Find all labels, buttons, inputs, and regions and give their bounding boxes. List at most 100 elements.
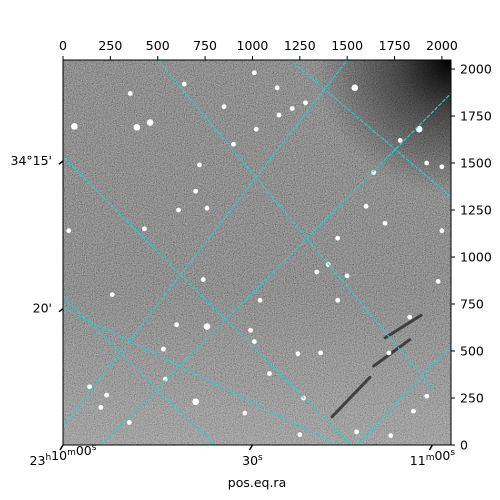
dec-grid-line-0 (63, 60, 348, 427)
star-57 (251, 70, 257, 76)
star-27 (251, 339, 257, 345)
top-tick-label-0: 0 (59, 38, 67, 53)
dec-tick-label-1: 20' (33, 301, 52, 316)
top-tick-label-500: 500 (146, 38, 170, 53)
star-15 (335, 235, 341, 241)
star-40 (242, 410, 248, 416)
right-tick-label-1250: 1250 (460, 203, 492, 218)
star-19 (335, 297, 341, 303)
right-tick-label-1500: 1500 (460, 156, 492, 171)
star-50 (181, 81, 187, 87)
star-33 (386, 350, 392, 356)
star-14 (253, 126, 259, 132)
ra-grid-line-0 (63, 296, 215, 445)
star-45 (388, 433, 394, 439)
star-1 (127, 91, 133, 96)
right-tick-label-1000: 1000 (460, 250, 492, 265)
ra-tick-mark-0 (59, 444, 64, 451)
star-4 (197, 162, 202, 168)
plot-frame (62, 59, 452, 446)
star-25 (203, 323, 211, 330)
star-53 (382, 220, 388, 226)
top-tick-label-1750: 1750 (379, 38, 411, 53)
star-20 (142, 226, 147, 232)
dec-grid-line-3 (356, 344, 451, 445)
star-0 (71, 123, 78, 130)
star-55 (439, 228, 445, 234)
star-38 (126, 420, 132, 425)
star-36 (104, 392, 109, 398)
star-24 (200, 277, 206, 282)
pixel-axis-ticks: 0 250 500 750 1000 1250 1500 1750 2000 0 250 500 750… (59, 38, 492, 453)
star-26 (257, 297, 263, 303)
ra-grid-line-1 (63, 156, 352, 445)
world-axis-ticks: 23h10m00s 30s 11m00s 34°15' 20' (11, 153, 456, 468)
star-12 (276, 112, 282, 118)
plot-area (63, 60, 451, 445)
star-11 (289, 106, 295, 111)
dec-grid-line-2 (100, 93, 451, 445)
right-tick-label-500: 500 (460, 344, 484, 359)
right-tick-label-250: 250 (460, 391, 484, 406)
star-31 (267, 371, 272, 376)
star-43 (274, 85, 280, 91)
star-58 (303, 100, 308, 106)
streak-0 (330, 375, 372, 419)
ra-tick-label: 30s (242, 453, 263, 468)
right-tick-label-1750: 1750 (460, 109, 492, 124)
dec-tick-label-0: 34°15' (11, 153, 53, 168)
star-39 (192, 398, 199, 406)
star-52 (363, 203, 369, 209)
right-tick-label-750: 750 (460, 297, 484, 312)
star-8 (424, 160, 430, 166)
coordinate-grid (63, 60, 451, 445)
star-34 (407, 314, 413, 320)
x-axis-label: pos.eq.ra (228, 475, 286, 490)
star-37 (98, 405, 104, 410)
star-22 (204, 205, 210, 211)
star-30 (295, 351, 301, 357)
star-18 (344, 273, 350, 279)
dec-grid-line-1 (63, 307, 338, 445)
dec-tick-mark-0 (58, 160, 64, 165)
star-44 (354, 429, 360, 435)
star-35 (424, 393, 430, 399)
star-59 (193, 188, 199, 194)
top-tick-label-1250: 1250 (284, 38, 316, 53)
ra-tick-mark-2 (428, 444, 434, 451)
streak-1 (372, 338, 412, 368)
ra-tick-mark-1 (248, 444, 254, 451)
streak-2 (383, 313, 423, 340)
star-41 (297, 432, 303, 438)
star-2 (146, 119, 154, 126)
star-32 (318, 350, 324, 356)
right-tick-label-0: 0 (460, 438, 468, 453)
star-10 (371, 170, 377, 175)
star-46 (411, 408, 416, 414)
star-54 (435, 279, 441, 284)
star-21 (176, 207, 181, 213)
ra-tick-label: 11m00s (410, 448, 456, 468)
star-29 (161, 346, 166, 352)
satellite-streaks (330, 313, 423, 419)
top-tick-label-1500: 1500 (331, 38, 363, 53)
star-51 (231, 141, 236, 147)
sky-image-dark-corner (63, 60, 451, 445)
right-tick-label-2000: 2000 (460, 62, 492, 77)
top-tick-label-750: 750 (193, 38, 217, 53)
top-tick-label-1000: 1000 (237, 38, 269, 53)
ra-grid-line-3 (289, 60, 451, 198)
star-3 (133, 123, 141, 131)
star-47 (162, 376, 168, 382)
star-48 (87, 384, 92, 390)
star-49 (66, 228, 72, 234)
dec-tick-mark-1 (58, 308, 64, 313)
star-7 (397, 138, 403, 143)
star-5 (351, 84, 359, 92)
top-tick-label-2000: 2000 (426, 38, 458, 53)
star-6 (415, 125, 423, 133)
star-13 (221, 104, 227, 110)
star-17 (314, 269, 320, 275)
top-tick-label-250: 250 (98, 38, 122, 53)
